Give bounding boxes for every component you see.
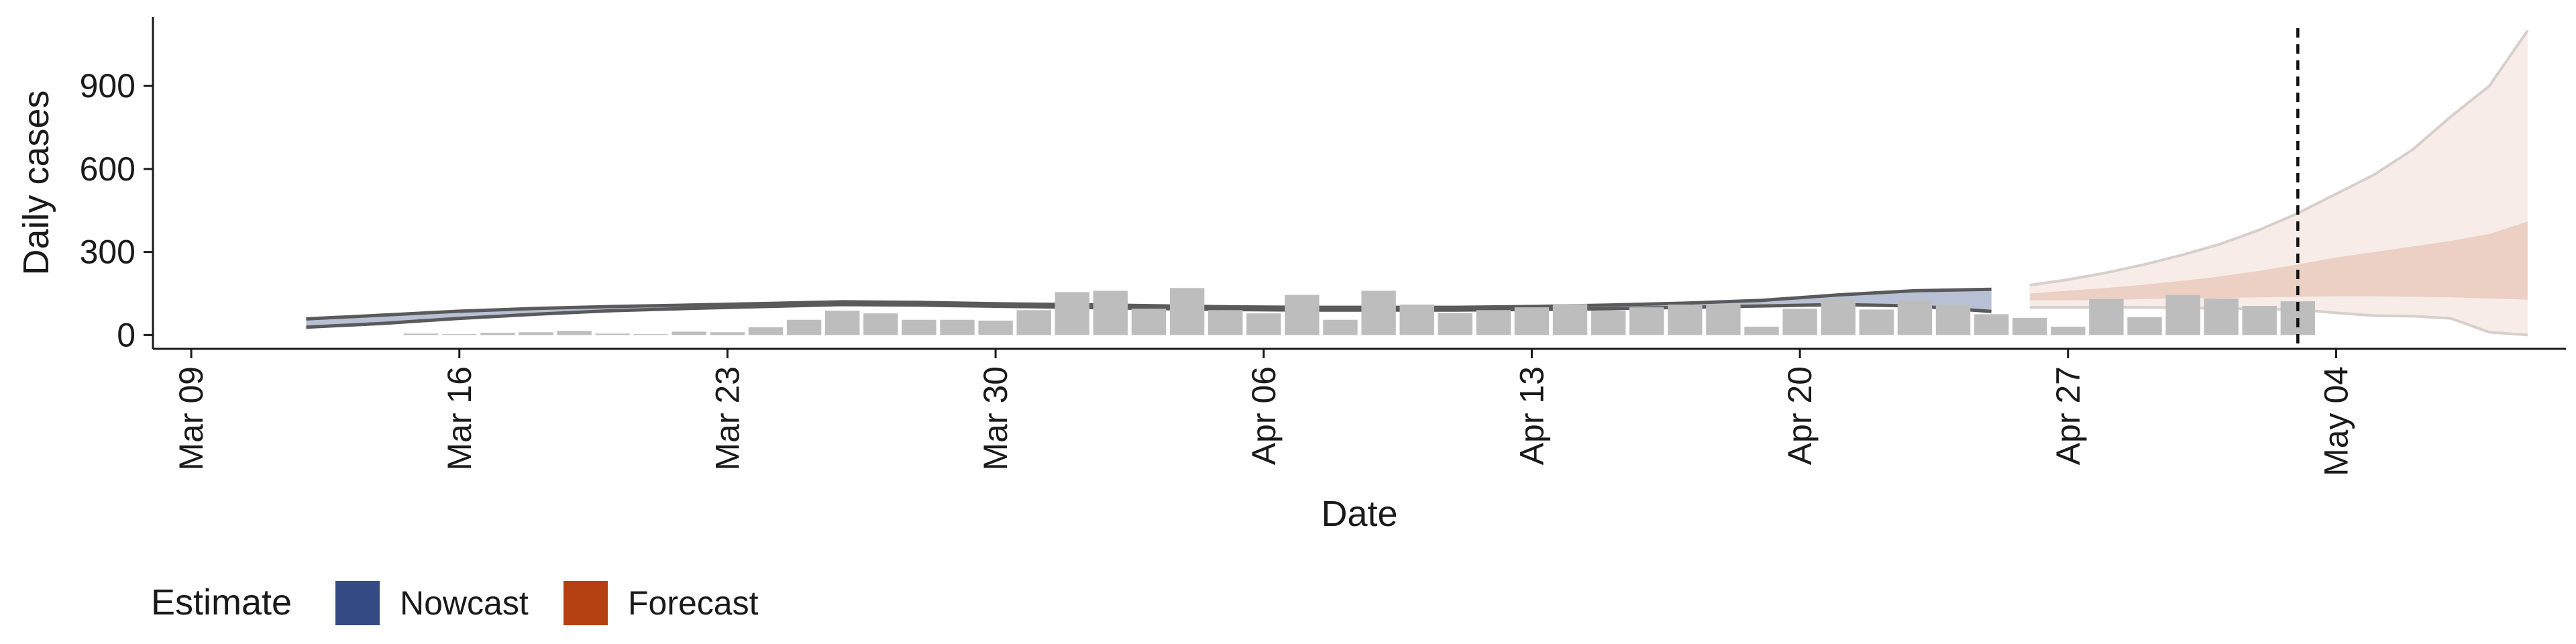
case-bar [2012,317,2047,335]
y-tick-label: 300 [80,233,136,271]
case-bar [1591,311,1626,335]
case-bar [2242,306,2277,335]
case-bar [1935,305,1971,335]
case-bar [1399,305,1434,335]
case-bar [1208,310,1243,335]
case-bar [1897,300,1933,335]
legend: Estimate Nowcast Forecast [151,581,759,625]
case-bar [1323,319,1358,335]
y-tick-label: 600 [80,150,136,188]
y-axis-ticks: 0 300 600 900 [80,67,153,354]
plot-area [306,28,2529,349]
case-bar [2127,317,2162,335]
x-tick-label: Apr 06 [1245,366,1283,465]
case-bar [404,333,439,335]
x-tick-label: Mar 16 [441,366,478,471]
y-axis-title: Daily cases [16,90,56,275]
case-bar [1514,307,1550,335]
case-bar [2165,294,2200,335]
case-bar [1016,310,1051,335]
y-tick-label: 0 [117,316,136,354]
forecast-outer-band [2029,30,2528,335]
legend-key-nowcast [335,581,380,625]
case-bar [633,334,668,335]
case-bar [1361,290,1396,335]
x-axis-ticks: Mar 09 Mar 16 Mar 23 Mar 30 Apr 06 Apr 13 Apr … [172,349,2355,476]
axes: Mar 09 Mar 16 Mar 23 Mar 30 Apr 06 Apr 13 Apr … [16,17,2566,534]
x-axis-title: Date [1321,494,1397,534]
case-bar [940,319,975,335]
case-bar [672,331,706,335]
case-bar [1744,327,1779,335]
x-tick-label: May 04 [2317,366,2355,476]
case-bar [1438,313,1472,335]
case-bar [748,327,784,335]
forecast-inner-band [2029,221,2528,301]
x-tick-label: Apr 13 [1513,366,1550,465]
x-tick-label: Apr 27 [2049,366,2087,465]
case-bar [1859,309,1894,335]
case-bar [863,313,898,335]
case-bar [519,332,553,335]
x-tick-label: Mar 09 [172,366,210,471]
case-bar [1668,305,1703,335]
case-bar [1552,304,1588,335]
case-bar [1246,313,1281,335]
case-bar [710,332,745,335]
case-bar [1169,288,1205,335]
legend-label-forecast: Forecast [628,584,759,622]
legend-key-forecast [564,581,608,625]
case-bar [1285,294,1320,335]
case-bar [2089,299,2124,335]
x-tick-label: Mar 30 [977,366,1014,471]
case-bar [1706,304,1741,335]
case-bar [2051,327,2086,335]
case-bar [902,319,936,335]
case-bar [1629,307,1664,335]
case-bar [1093,290,1128,335]
case-bar [786,319,822,335]
forecast-outer-upper-line [2029,30,2529,287]
case-bar [442,334,477,335]
legend-label-nowcast: Nowcast [400,584,529,622]
case-bar [1476,310,1511,335]
case-bar [1782,309,1817,335]
case-bar [480,333,515,335]
x-tick-label: Mar 23 [708,366,746,471]
case-bar [978,320,1013,335]
case-bar [557,331,592,335]
case-bar [1974,314,2009,335]
case-bar [595,333,630,335]
case-bar [2204,298,2239,335]
x-tick-label: Apr 20 [1781,366,1819,465]
legend-title: Estimate [151,582,292,623]
case-bar [825,311,860,335]
case-bar [1131,309,1167,335]
case-bar [1055,292,1089,335]
y-tick-label: 900 [80,67,136,105]
case-bar [1821,299,1856,335]
nowcast-upper-line [306,287,1992,321]
